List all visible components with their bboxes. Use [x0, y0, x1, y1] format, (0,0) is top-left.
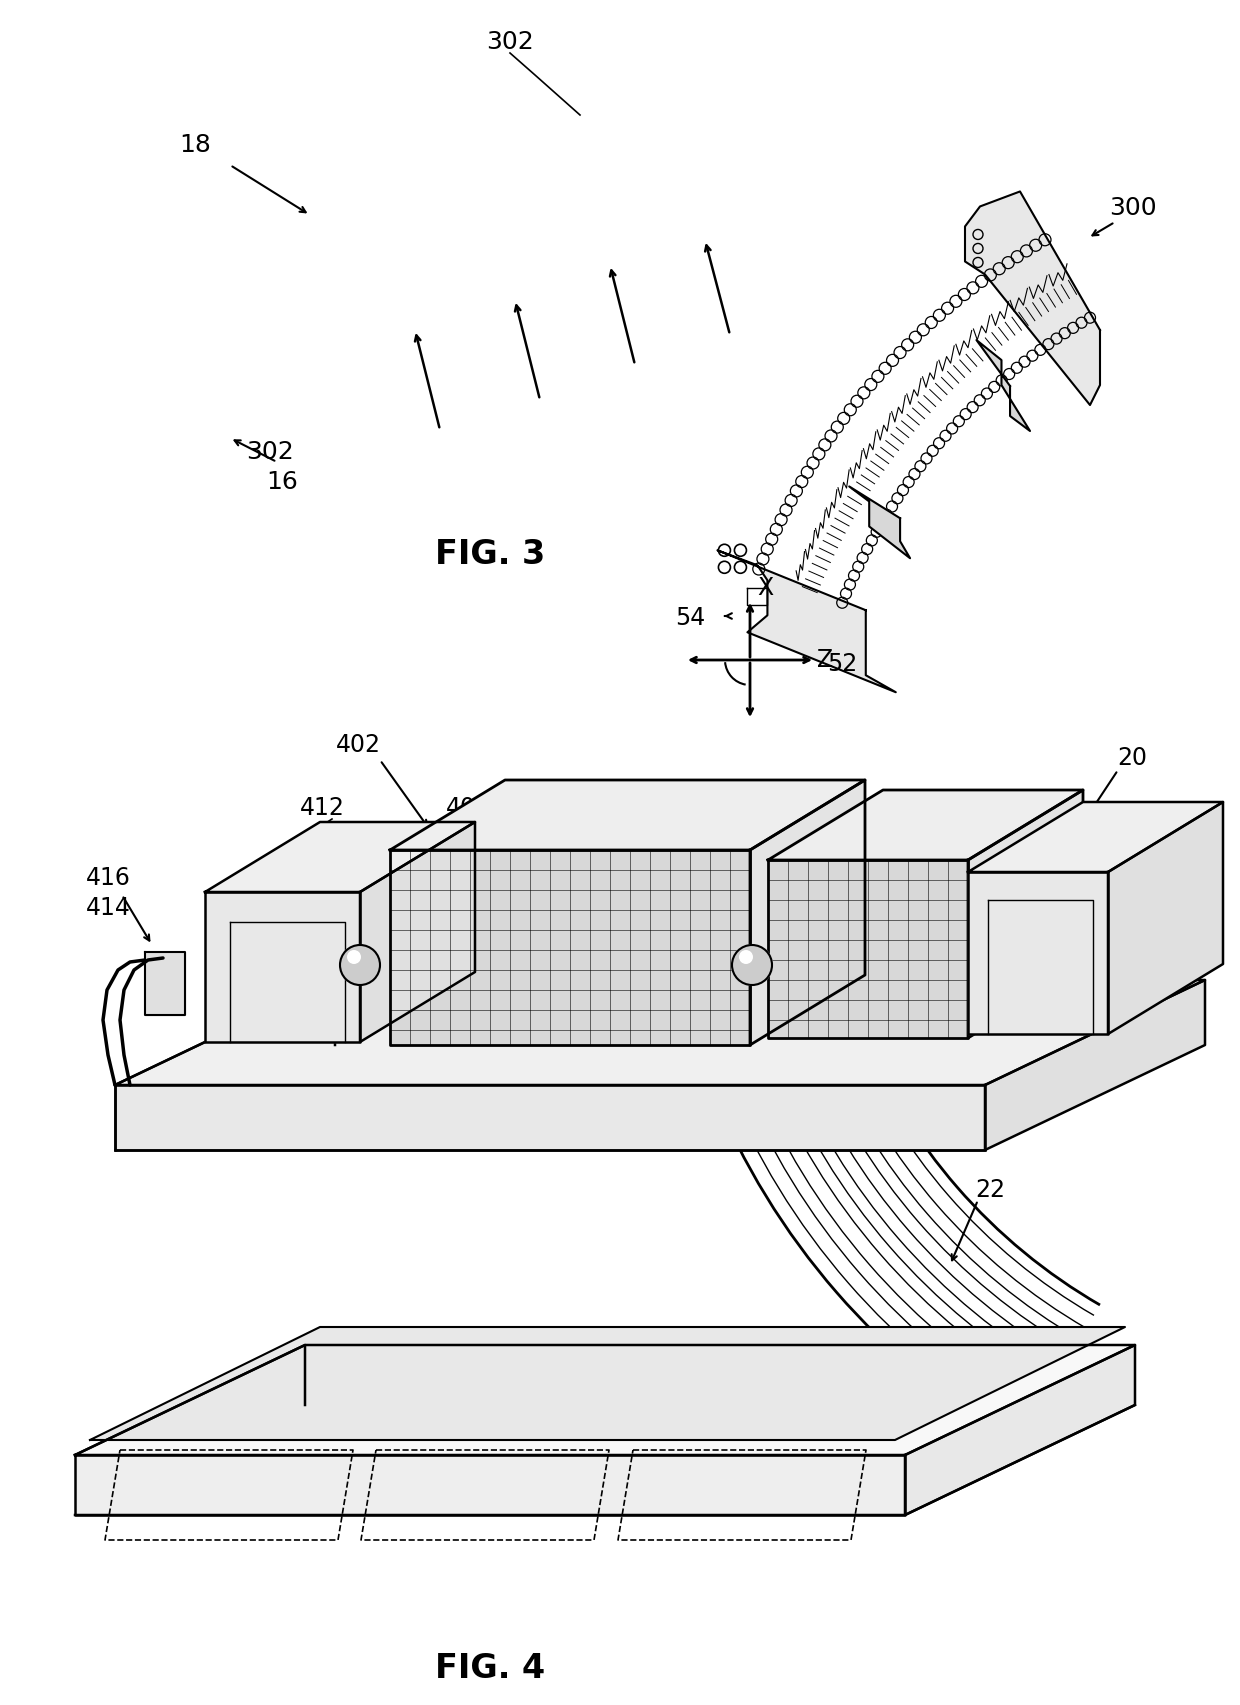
Text: Z: Z	[817, 648, 833, 672]
Polygon shape	[976, 339, 1030, 431]
Polygon shape	[849, 486, 910, 558]
Polygon shape	[905, 1345, 1135, 1516]
Polygon shape	[968, 789, 1083, 1038]
Polygon shape	[74, 1345, 1135, 1454]
Circle shape	[739, 950, 753, 963]
Text: FIG. 4: FIG. 4	[435, 1652, 546, 1685]
Text: FIG. 3: FIG. 3	[435, 539, 546, 571]
Text: 54: 54	[675, 605, 706, 631]
Text: 412: 412	[300, 796, 345, 820]
Polygon shape	[115, 980, 1205, 1084]
Polygon shape	[768, 859, 968, 1038]
Text: 18: 18	[179, 133, 211, 157]
Text: X: X	[756, 576, 773, 600]
Text: 402: 402	[336, 733, 381, 757]
Text: 16: 16	[267, 471, 298, 494]
Polygon shape	[205, 892, 360, 1042]
Text: 406: 406	[759, 1009, 805, 1033]
Polygon shape	[968, 871, 1109, 1033]
Polygon shape	[360, 822, 475, 1042]
Polygon shape	[718, 551, 895, 692]
Text: 22: 22	[975, 1178, 1004, 1202]
Polygon shape	[74, 1454, 905, 1516]
Polygon shape	[91, 1326, 1125, 1441]
Polygon shape	[391, 851, 750, 1045]
Polygon shape	[750, 779, 866, 1045]
Polygon shape	[205, 822, 475, 892]
Polygon shape	[1109, 801, 1223, 1033]
Polygon shape	[768, 789, 1083, 859]
Polygon shape	[985, 980, 1205, 1149]
Text: 302: 302	[486, 31, 534, 55]
Text: 59: 59	[596, 796, 627, 820]
Circle shape	[347, 950, 361, 963]
Text: 59: 59	[557, 1008, 587, 1032]
Circle shape	[340, 945, 379, 985]
Text: 410: 410	[1092, 963, 1137, 987]
Polygon shape	[968, 801, 1223, 871]
Polygon shape	[145, 951, 185, 1014]
Polygon shape	[391, 779, 866, 851]
Polygon shape	[115, 1084, 985, 1149]
Text: 400: 400	[445, 796, 491, 820]
Text: 416: 416	[86, 866, 130, 890]
Text: 20: 20	[1117, 747, 1147, 771]
Text: 412: 412	[1092, 899, 1137, 922]
Text: 404: 404	[768, 796, 812, 820]
Text: 414: 414	[86, 897, 130, 921]
Text: 300: 300	[1110, 196, 1157, 220]
Text: 302: 302	[246, 440, 294, 464]
Text: 52: 52	[827, 651, 857, 675]
Circle shape	[732, 945, 773, 985]
Polygon shape	[965, 191, 1100, 406]
